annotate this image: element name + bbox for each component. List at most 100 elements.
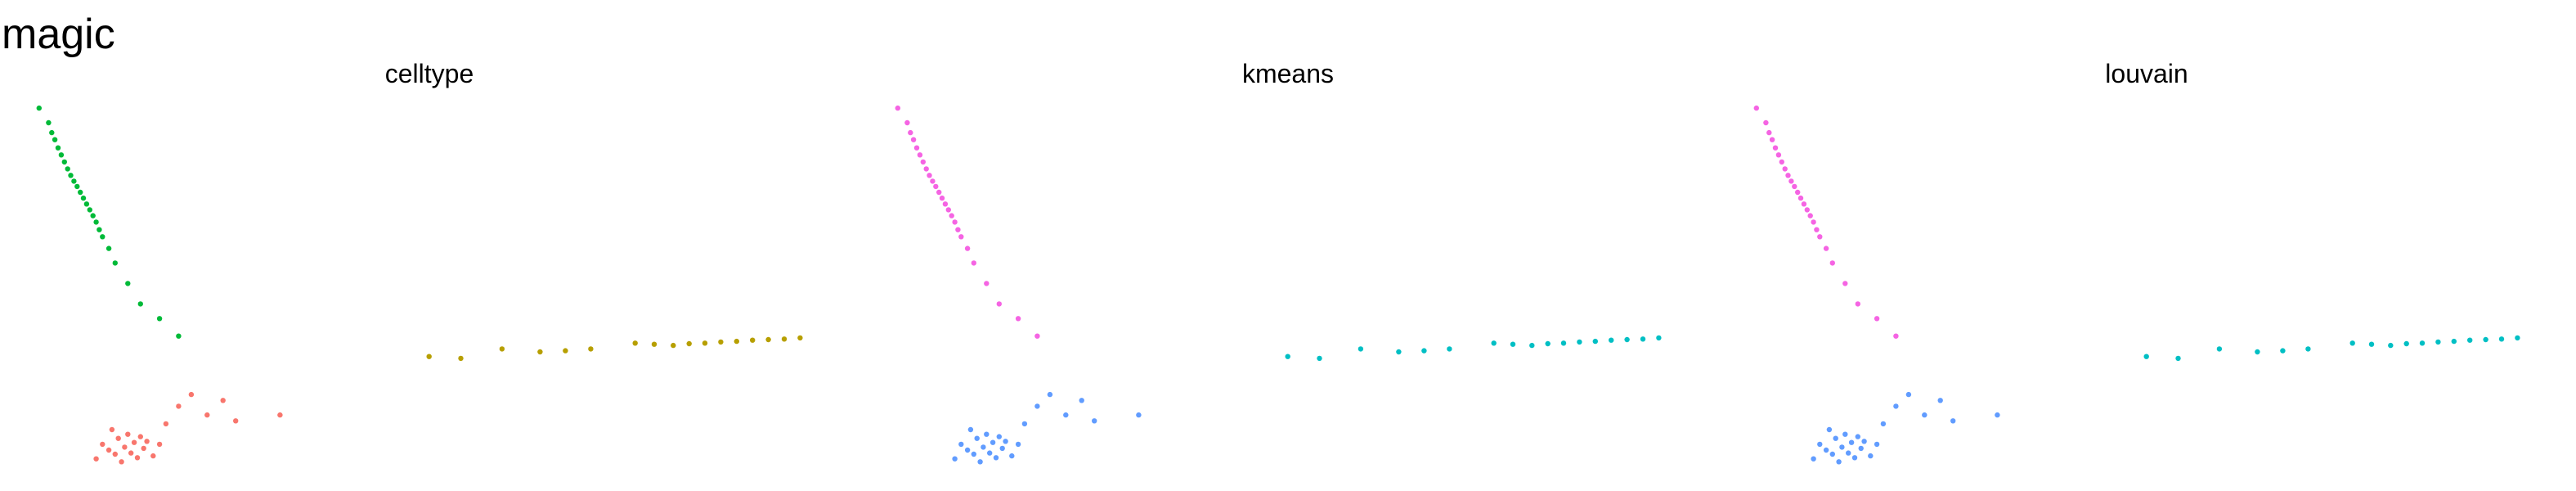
data-point [137,301,143,307]
data-point [2305,346,2311,352]
data-point [671,342,676,349]
data-point [1656,335,1662,341]
data-point [119,459,124,465]
data-point [46,119,52,126]
data-point [958,441,964,448]
data-point [930,178,936,184]
data-point [1003,439,1008,444]
data-point [1047,391,1053,398]
data-point [87,207,93,213]
panel-celltype: celltype [0,0,859,491]
data-point [1950,418,1956,424]
data-point [702,340,708,346]
data-point [964,246,971,251]
data-point [105,246,112,251]
data-point [996,434,1002,439]
data-point [1842,281,1848,286]
data-point [122,444,128,450]
data-point [125,431,131,437]
data-point [1015,316,1021,322]
data-point [1807,213,1813,218]
data-point [458,355,464,362]
data-point [1833,435,1838,441]
data-point [1560,340,1567,346]
scatter-plot-louvain [1753,105,2520,465]
data-point [61,159,68,165]
data-point [990,439,996,445]
data-point [537,349,543,355]
data-point [1788,178,1794,184]
data-point [55,145,61,151]
panel-title-louvain: louvain [2105,59,2188,88]
data-point [734,338,739,345]
data-point [52,137,58,142]
data-point [1797,195,1804,201]
data-point [1826,426,1833,433]
data-point [2467,337,2473,343]
data-point [1811,219,1816,225]
data-point [920,159,926,165]
data-point [1753,105,1759,111]
data-point [913,145,920,151]
data-point [1317,355,1322,362]
data-point [904,119,910,126]
data-point [233,418,239,424]
data-point [2143,354,2149,359]
figure-title: magic [2,11,115,58]
data-point [1874,441,1880,448]
data-point [999,445,1005,452]
data-point [2515,335,2520,341]
data-point [765,336,771,343]
data-point [1893,403,1899,409]
data-point [952,456,958,462]
data-point [176,403,182,409]
data-point [1009,453,1015,459]
panel-title-kmeans: kmeans [1241,59,1335,88]
data-point [923,166,929,172]
data-point [984,281,990,286]
data-point [1880,421,1887,427]
data-point [1529,342,1535,349]
data-point [1817,234,1823,240]
data-point [2216,346,2223,352]
data-point [1021,421,1028,427]
data-point [80,195,87,201]
data-point [971,451,976,457]
data-point [58,152,65,158]
data-point [499,346,505,352]
data-point [1823,447,1829,453]
data-point [1829,260,1835,266]
data-point [2388,342,2394,349]
data-point [1396,349,1402,355]
data-point [1421,348,1427,354]
data-point [945,207,951,213]
data-point [933,183,939,190]
data-point [65,166,70,172]
scatter-plot-kmeans [895,105,1662,465]
data-point [750,337,756,343]
data-point [588,346,594,352]
data-point [156,441,163,448]
data-point [176,333,182,339]
data-point [220,398,226,403]
data-point [1851,455,1858,461]
data-point [115,435,121,441]
data-point [83,201,90,207]
panel-louvain: louvain [1717,0,2576,491]
data-point [967,426,974,433]
data-point [1034,403,1040,409]
data-point [93,219,99,225]
data-point [100,234,105,240]
data-point [974,435,980,441]
data-point [1858,445,1864,452]
data-point [1855,301,1860,307]
data-point [949,213,954,218]
data-point [277,412,283,418]
data-point [112,260,118,266]
data-point [1358,346,1364,352]
data-point [1063,412,1069,418]
data-point [1861,439,1867,444]
data-point [686,340,692,347]
data-point [718,339,724,345]
data-point [2435,339,2441,345]
